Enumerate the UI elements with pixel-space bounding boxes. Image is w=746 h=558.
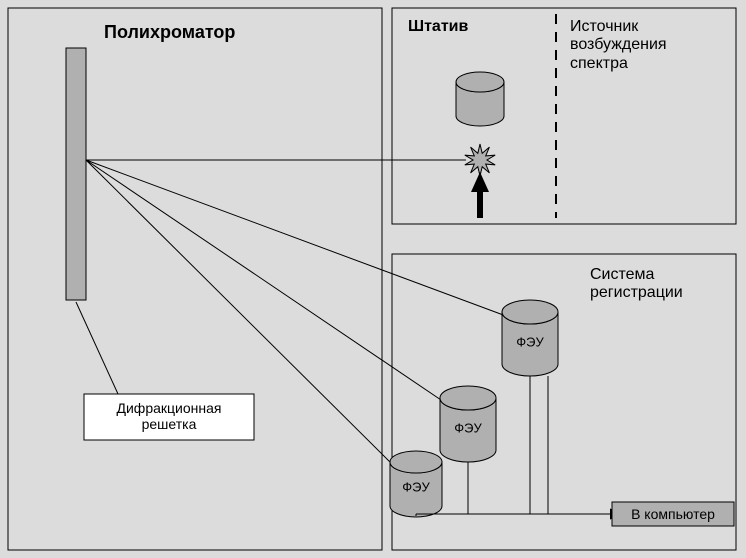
pmt-2-top bbox=[390, 451, 442, 473]
pmt-label-2: ФЭУ bbox=[402, 480, 430, 495]
source-title: Источниквозбужденияспектра bbox=[570, 18, 667, 73]
registration-title: Системарегистрации bbox=[590, 266, 683, 303]
diagram-root: ФЭУ ФЭУ ФЭУ Полихроматор Штатив Источникво… bbox=[0, 0, 746, 558]
pmt-0-top bbox=[502, 300, 558, 324]
polychromator-title: Полихроматор bbox=[104, 22, 235, 43]
pmt-1-top bbox=[440, 386, 496, 410]
diffraction-grating bbox=[66, 48, 86, 300]
computer-label: В компьютер bbox=[612, 506, 734, 522]
stand-cylinder-top bbox=[456, 72, 504, 92]
grating-label: Дифракционнаярешетка bbox=[84, 400, 254, 432]
polychromator-box bbox=[8, 8, 382, 550]
source-box bbox=[392, 8, 736, 224]
stand-title: Штатив bbox=[408, 18, 468, 36]
pmt-label-1: ФЭУ bbox=[454, 420, 482, 435]
pmt-label-0: ФЭУ bbox=[516, 334, 544, 349]
